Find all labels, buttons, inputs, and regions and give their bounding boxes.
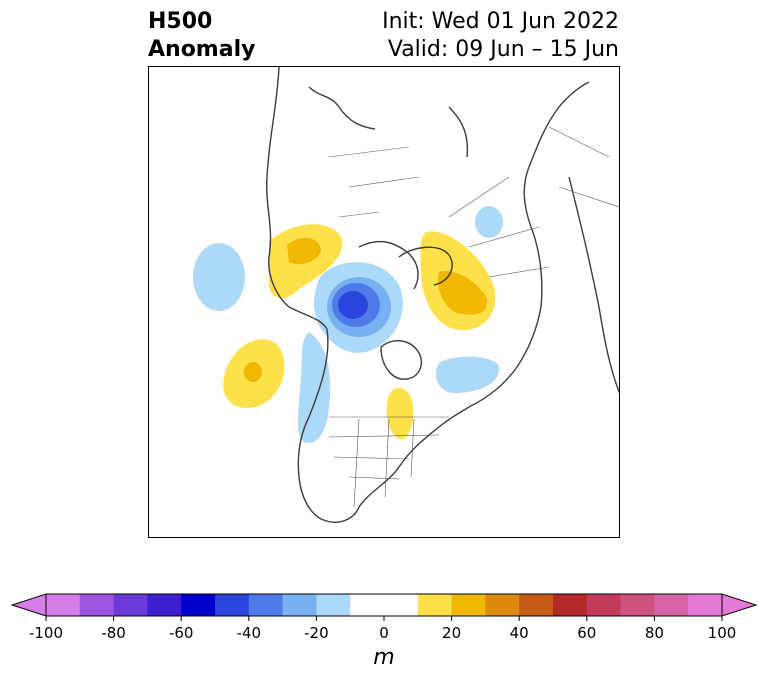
anomaly-negative-asia [475, 206, 503, 238]
colorbar-swatch [248, 594, 284, 616]
anomaly-positive-hudson [386, 387, 414, 440]
colorbar-swatch [384, 594, 419, 616]
colorbar-swatch [215, 594, 250, 616]
colorbar-tick-label: 100 [707, 624, 737, 642]
colorbar-swatch [654, 594, 689, 616]
colorbar-swatch [553, 594, 588, 616]
valid-range: Valid: 09 Jun – 15 Jun [387, 37, 619, 62]
colorbar-swatch [282, 594, 317, 616]
init-date: Init: Wed 01 Jun 2022 [382, 9, 619, 34]
colorbar-swatch [350, 594, 385, 616]
colorbar-swatch [147, 594, 182, 616]
colorbar [10, 593, 758, 621]
colorbar-extend-min [10, 593, 47, 617]
colorbar-swatch [316, 594, 351, 616]
colorbar-swatch [586, 594, 622, 616]
colorbar-swatch [485, 594, 520, 616]
colorbar-tick-label: 80 [644, 624, 664, 642]
colorbar-tick-label: 40 [509, 624, 529, 642]
colorbar-swatch [620, 594, 655, 616]
colorbar-tick-label: -100 [28, 624, 64, 642]
title-left: H500 Anomaly [148, 8, 255, 64]
title-field: Anomaly [148, 37, 256, 62]
colorbar-swatch [46, 594, 81, 616]
colorbar-swatch [79, 594, 115, 616]
anomaly-negative-atlantic [435, 356, 500, 393]
colorbar-unit: m [373, 645, 395, 670]
colorbar-tick-label: 60 [577, 624, 597, 642]
colorbar-swatch [451, 594, 486, 616]
colorbar-swatch [417, 594, 453, 616]
country-borders [328, 126, 619, 508]
colorbar-swatch [519, 594, 554, 616]
colorbar-tick-label: -40 [236, 624, 262, 642]
map-panel [148, 66, 620, 538]
title-variable: H500 [148, 9, 213, 34]
colorbar-extend-max [721, 593, 758, 617]
coastlines [266, 67, 619, 523]
colorbar-swatch [688, 594, 723, 616]
colorbar-tick-label: 20 [442, 624, 462, 642]
anomaly-map [193, 67, 619, 523]
colorbar-swatch [113, 594, 148, 616]
colorbar-tick-label: -80 [101, 624, 126, 642]
colorbar-tick-label: -20 [304, 624, 329, 642]
colorbar-swatch [181, 594, 216, 616]
title-right: Init: Wed 01 Jun 2022 Valid: 09 Jun – 15… [382, 8, 619, 64]
colorbar-tick-label: -60 [168, 624, 194, 642]
anomaly-negative-pacific [193, 243, 245, 311]
anomaly-fills [193, 206, 503, 443]
colorbar-tick-label: 0 [379, 624, 389, 642]
